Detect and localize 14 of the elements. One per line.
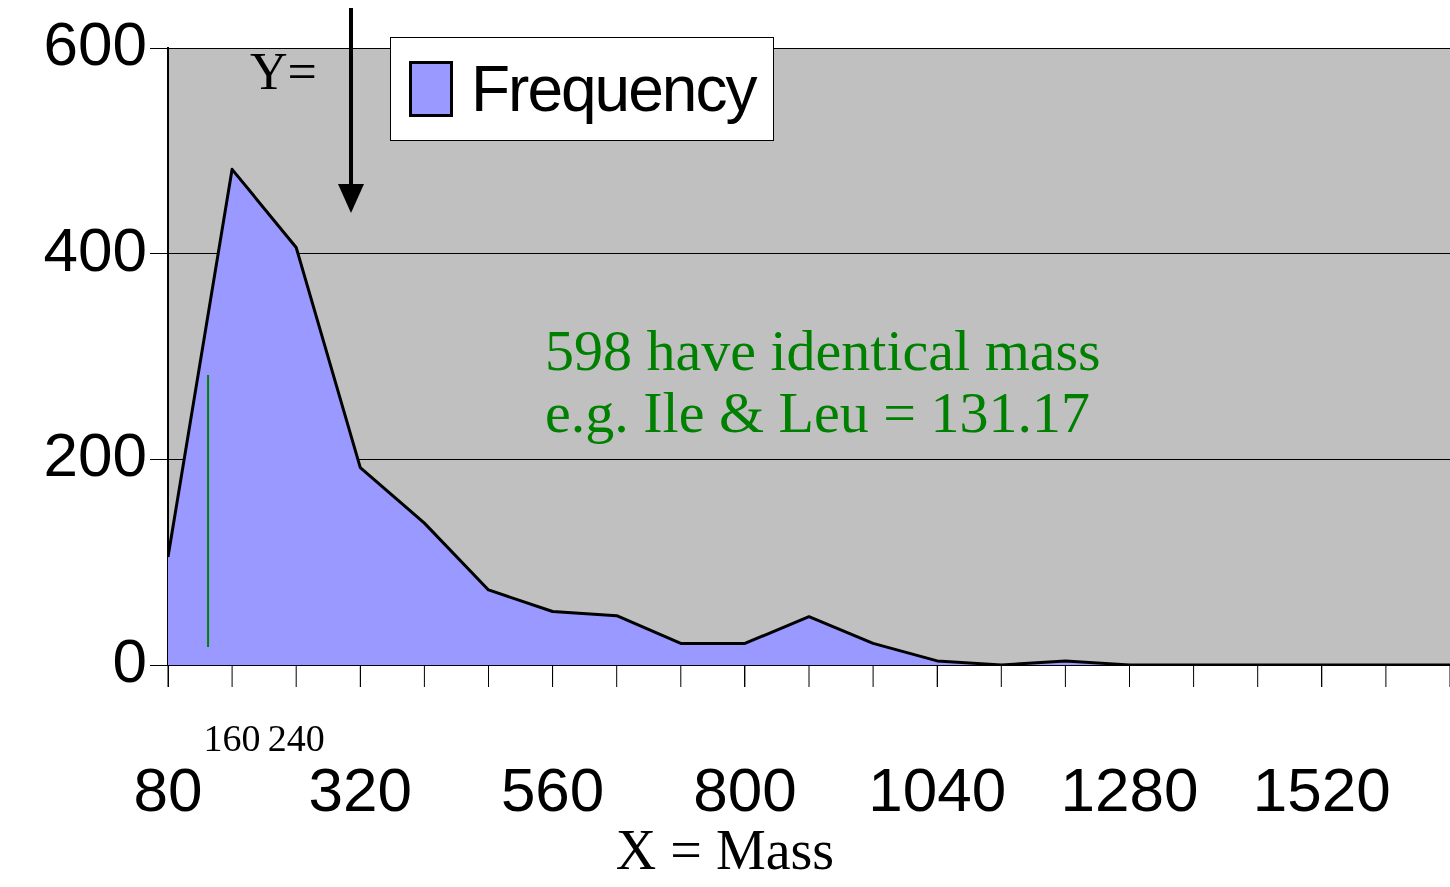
y-tick-label: 400 [43, 214, 147, 284]
x-tick-label: 1280 [1060, 755, 1199, 824]
x-tick-label: 1040 [868, 755, 1007, 824]
annotation: 598 have identical mass [545, 318, 1101, 383]
annotation: 160 [203, 717, 261, 759]
x-tick-label: 560 [500, 755, 605, 824]
y-tick-label: 600 [43, 9, 147, 79]
legend-label: Frequency [471, 52, 756, 126]
annotation: e.g. Ile & Leu = 131.17 [545, 380, 1091, 445]
y-tick-label: 0 [112, 626, 147, 696]
y-tick-label: 200 [43, 420, 147, 490]
y-axis-title: Y= [250, 42, 317, 101]
x-tick-label: 80 [133, 755, 203, 824]
x-tick-label: 1520 [1252, 755, 1391, 824]
